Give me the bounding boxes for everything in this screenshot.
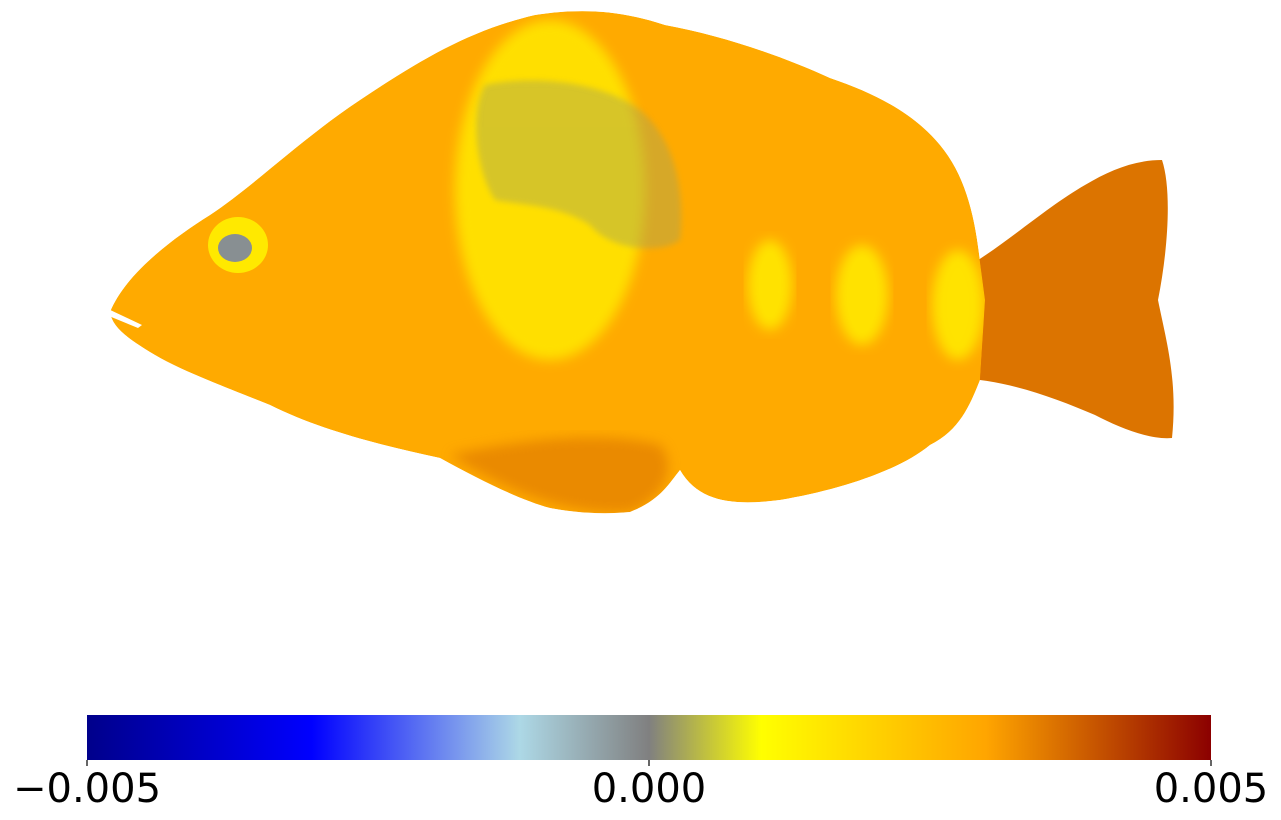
belly-shade xyxy=(450,437,669,513)
colorbar-tick-label: 0.005 xyxy=(1154,766,1269,812)
fish-tail xyxy=(975,160,1174,439)
bright-band xyxy=(932,250,984,360)
colorbar-tick-label: −0.005 xyxy=(13,766,161,812)
fish-surface xyxy=(104,11,1174,514)
colorbar-gradient xyxy=(87,715,1211,760)
colorbar-tick-label: 0.000 xyxy=(592,766,707,812)
colorbar: −0.005 0.000 0.005 xyxy=(13,715,1268,812)
mouth xyxy=(104,308,142,328)
colorbar-ticks: −0.005 0.000 0.005 xyxy=(13,760,1268,812)
pectoral-fin-patch xyxy=(476,80,682,249)
bright-band xyxy=(836,245,888,345)
eye xyxy=(218,234,252,262)
bright-band xyxy=(748,240,792,330)
